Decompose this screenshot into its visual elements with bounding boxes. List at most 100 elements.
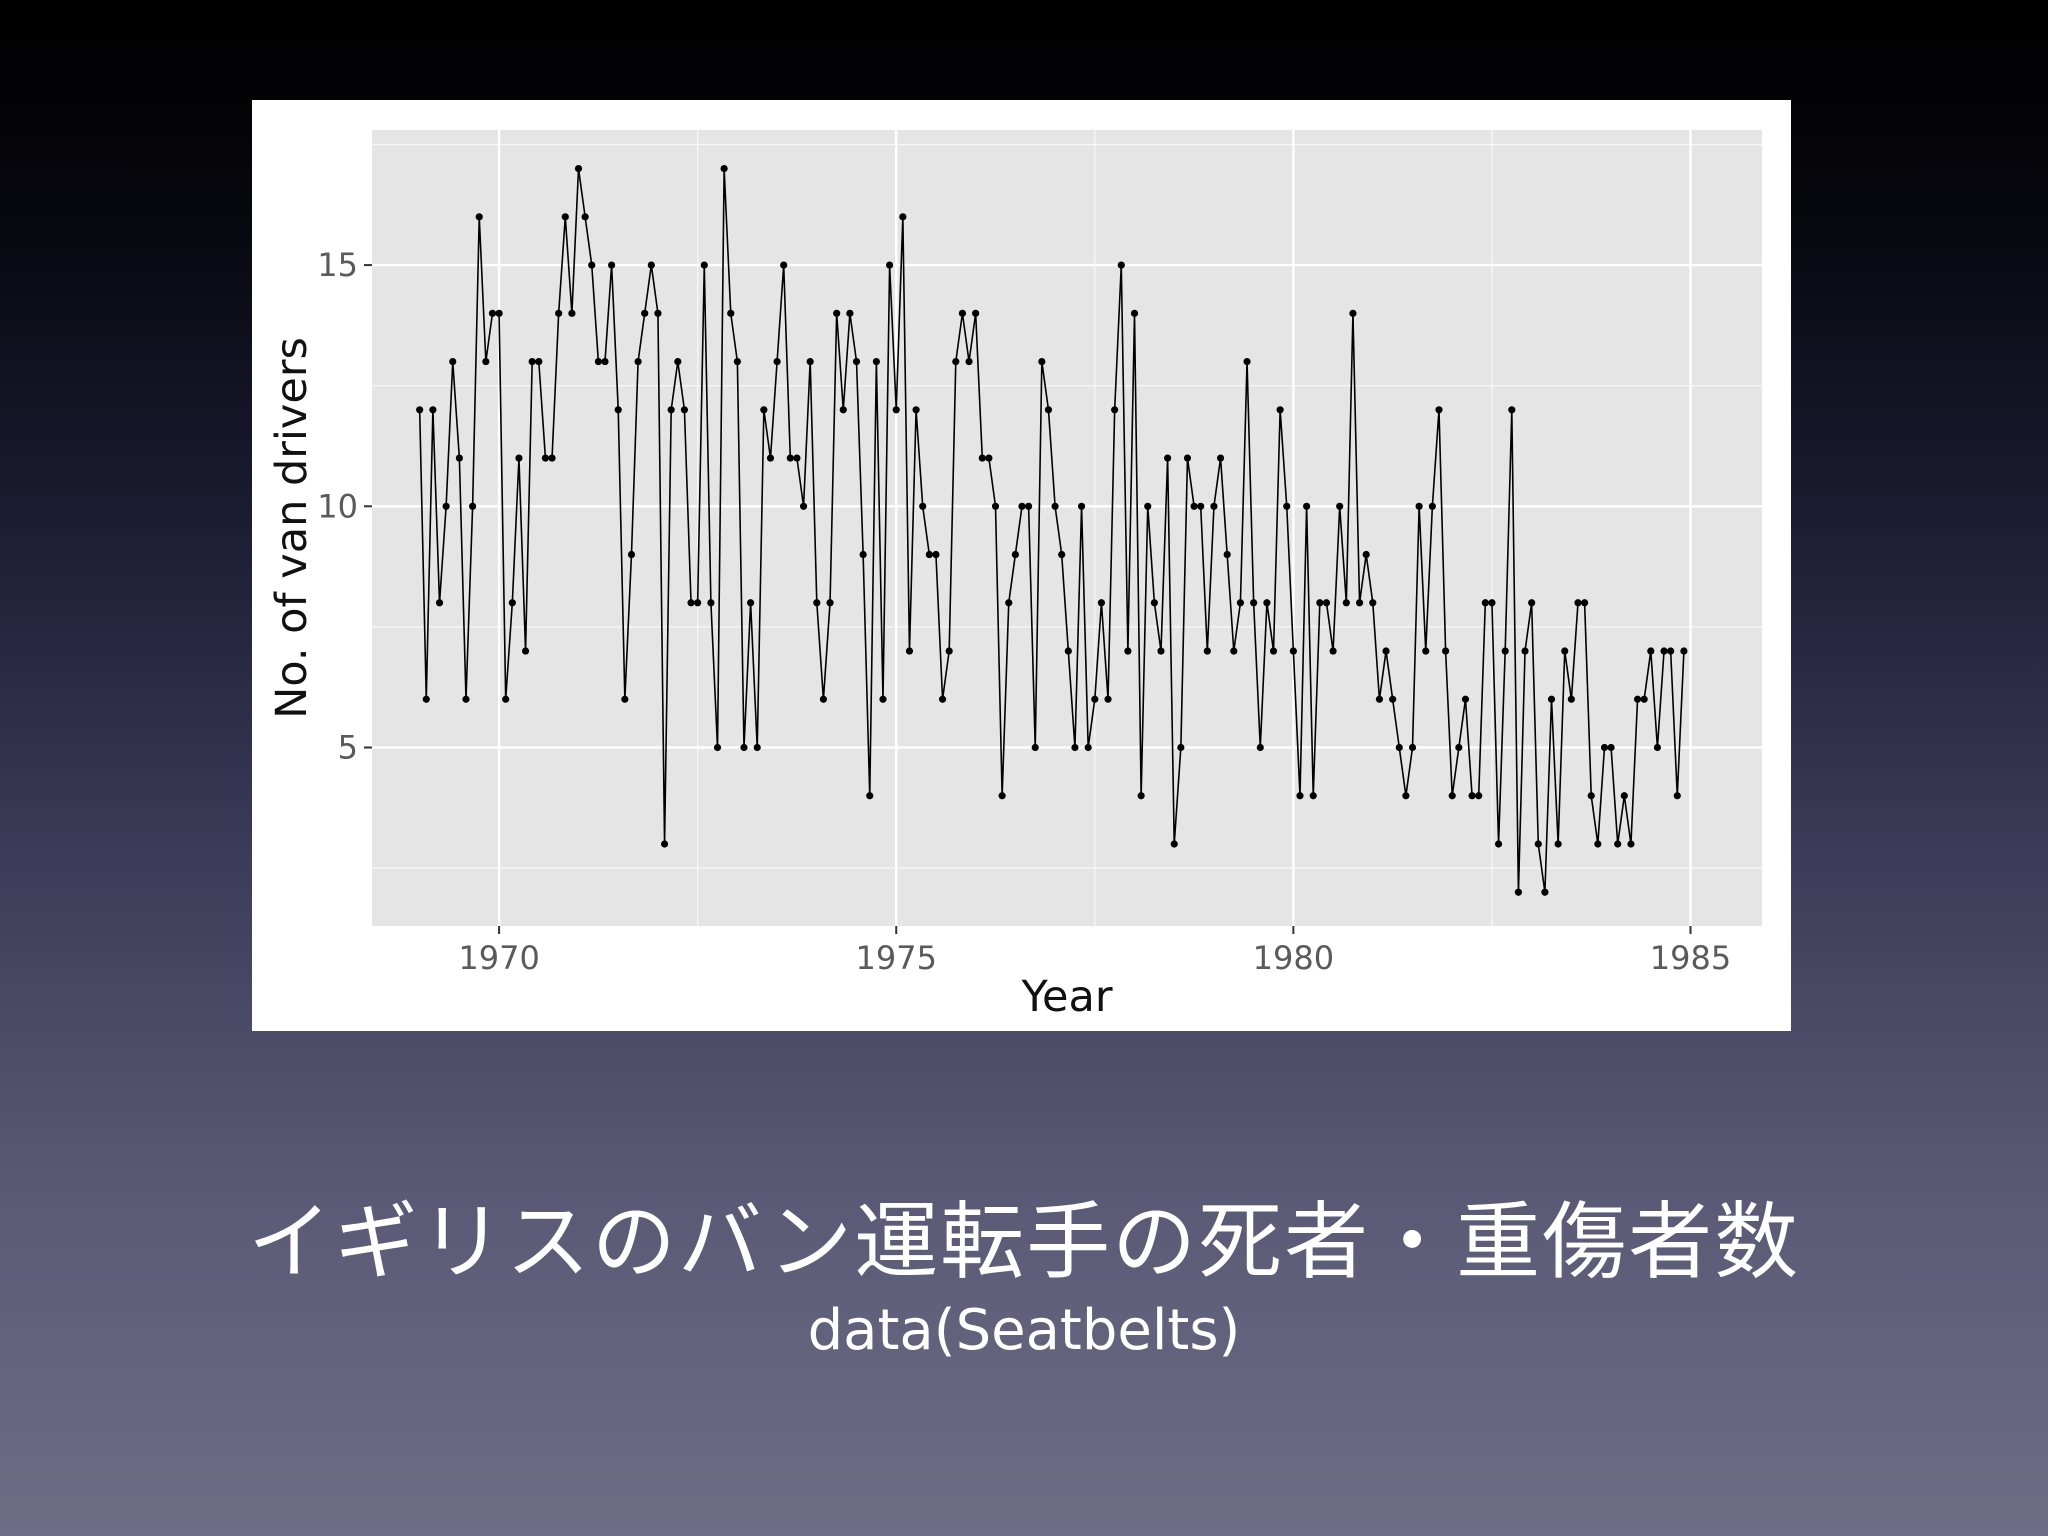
data-point — [1025, 502, 1033, 510]
data-point — [958, 309, 967, 317]
data-point — [753, 743, 761, 752]
data-point — [581, 213, 589, 221]
data-point — [700, 261, 708, 269]
data-point — [1581, 599, 1589, 607]
data-point — [852, 357, 861, 366]
data-point — [601, 357, 609, 366]
data-point — [972, 309, 980, 317]
data-point — [945, 647, 953, 655]
data-point — [694, 599, 702, 607]
data-point — [727, 309, 735, 317]
data-point — [1647, 647, 1655, 655]
data-point — [1607, 743, 1615, 752]
data-point — [1190, 502, 1198, 510]
data-point — [1627, 840, 1635, 848]
series-points — [416, 164, 1688, 896]
data-point — [747, 599, 755, 607]
data-point — [1289, 647, 1297, 655]
data-point — [1097, 599, 1106, 607]
data-point — [826, 599, 834, 607]
y-tick-label: 10 — [317, 487, 358, 525]
data-point — [1408, 743, 1417, 752]
data-point — [740, 743, 748, 752]
data-point — [733, 357, 741, 366]
data-point — [998, 792, 1006, 800]
data-point — [1673, 792, 1681, 800]
data-point — [1250, 599, 1258, 607]
y-axis-ticks: 5 10 15 — [317, 246, 372, 767]
data-point — [1534, 840, 1542, 848]
data-point — [1044, 406, 1053, 414]
data-point — [521, 647, 530, 655]
data-point — [1276, 406, 1284, 414]
data-point — [608, 261, 616, 269]
data-point — [819, 695, 828, 703]
data-point — [1104, 695, 1112, 703]
data-point — [548, 454, 556, 462]
data-point — [1164, 454, 1172, 462]
data-point — [1031, 743, 1039, 752]
data-point — [1269, 647, 1278, 655]
data-point — [1144, 502, 1152, 510]
data-point — [1547, 695, 1556, 703]
data-point — [1256, 743, 1264, 752]
data-point — [965, 357, 973, 366]
y-axis-title: No. of van drivers — [267, 337, 317, 719]
data-point — [528, 357, 536, 366]
data-point — [462, 695, 470, 703]
data-point — [1501, 647, 1509, 655]
data-point — [1382, 647, 1390, 655]
data-point — [660, 840, 669, 848]
data-point — [1369, 599, 1377, 607]
data-point — [1680, 647, 1688, 655]
data-point — [1210, 502, 1218, 510]
data-point — [515, 454, 523, 462]
data-point — [952, 357, 960, 366]
slide-title: イギリスのバン運転手の死者・重傷者数 — [247, 1193, 1801, 1291]
data-point — [1124, 647, 1132, 655]
data-point — [1402, 792, 1410, 800]
data-point — [985, 454, 993, 462]
data-point — [713, 743, 722, 752]
data-point — [1620, 792, 1628, 800]
data-point — [1415, 502, 1423, 510]
data-point — [793, 454, 801, 462]
data-point — [1488, 599, 1496, 607]
data-point — [614, 406, 622, 414]
data-point — [1077, 502, 1086, 510]
data-point — [1455, 743, 1463, 752]
data-point — [991, 502, 1000, 510]
data-point — [1084, 743, 1092, 752]
data-point — [442, 502, 450, 510]
data-point — [899, 213, 907, 221]
data-point — [508, 599, 516, 607]
data-point — [886, 261, 894, 269]
data-point — [1329, 647, 1337, 655]
data-point — [1303, 502, 1311, 510]
data-point — [416, 406, 424, 414]
data-point — [634, 357, 642, 366]
data-point — [892, 406, 900, 414]
data-point — [1203, 647, 1211, 655]
data-point — [1594, 840, 1602, 848]
data-point — [541, 454, 550, 462]
data-point — [766, 454, 775, 462]
data-point — [621, 695, 629, 703]
data-point — [1541, 888, 1549, 896]
plot-panel — [372, 130, 1762, 926]
data-point — [1183, 454, 1192, 462]
data-point — [813, 599, 821, 607]
data-point — [1461, 695, 1470, 703]
major-gridlines — [372, 130, 1762, 926]
data-point — [1395, 743, 1403, 752]
data-point — [449, 357, 457, 366]
data-point — [488, 309, 497, 317]
data-point — [1349, 309, 1357, 317]
data-point — [846, 309, 854, 317]
data-point — [707, 599, 715, 607]
data-point — [1157, 647, 1165, 655]
data-point — [1263, 599, 1271, 607]
data-point — [455, 454, 463, 462]
data-point — [1614, 840, 1622, 848]
data-point — [1667, 647, 1675, 655]
